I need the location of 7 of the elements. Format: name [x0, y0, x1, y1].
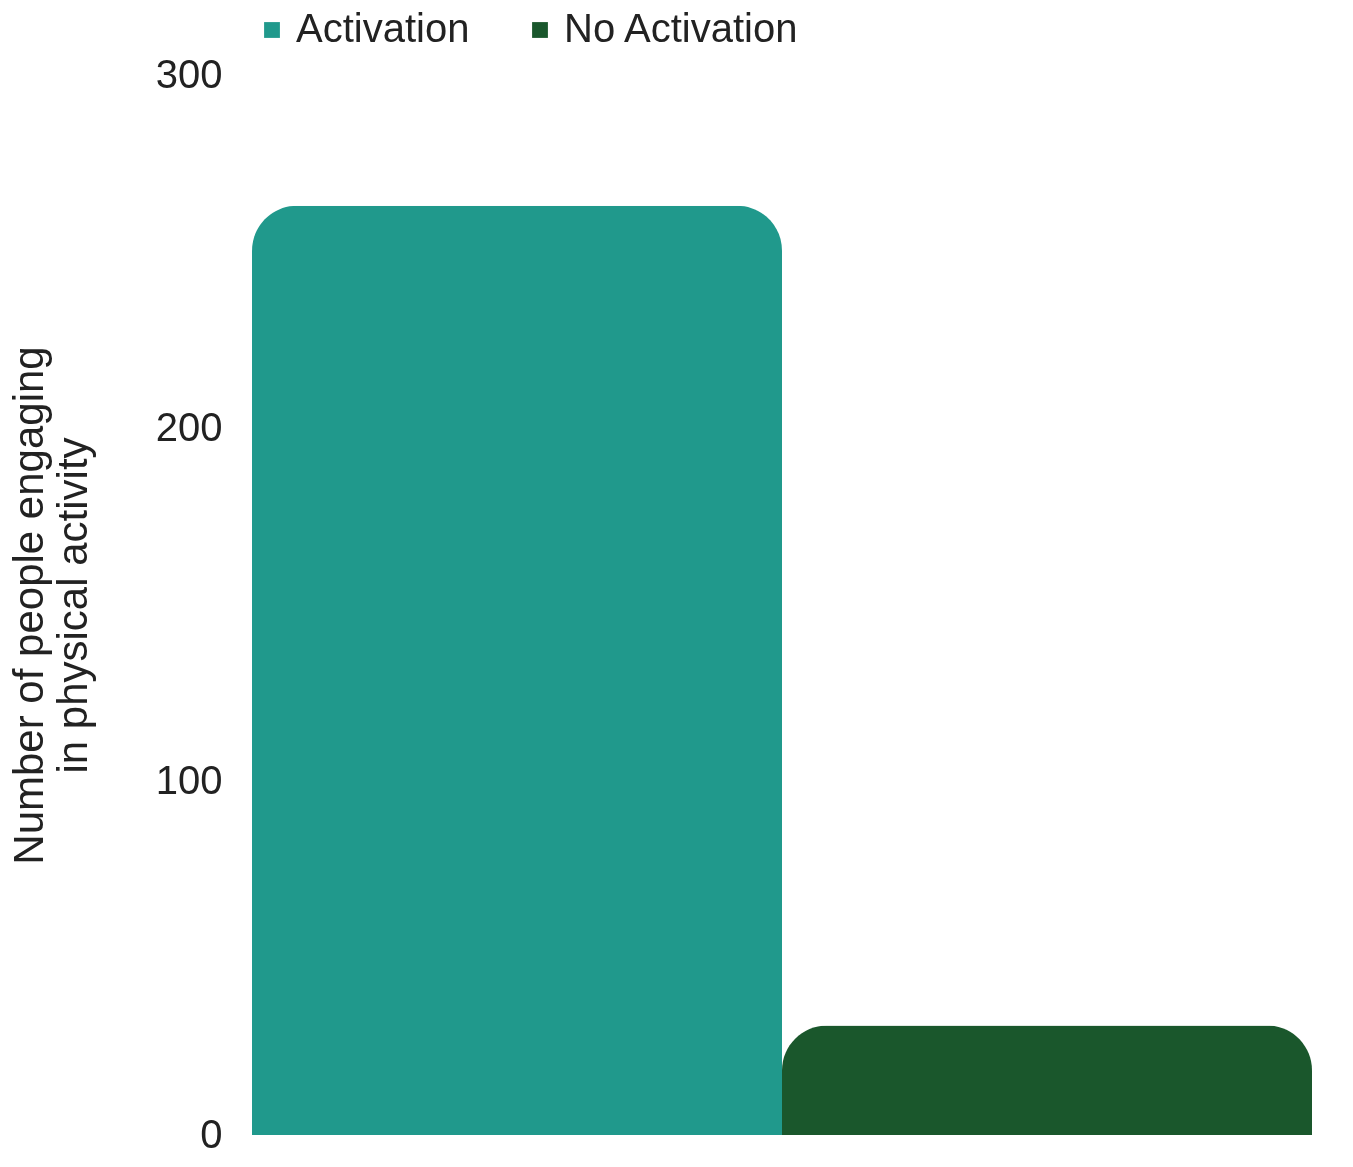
- legend-label: No Activation: [564, 6, 798, 50]
- y-tick-label: 0: [200, 1111, 223, 1156]
- y-tick-label: 300: [155, 51, 223, 96]
- y-tick-label: 200: [155, 404, 223, 449]
- y-axis-title: Number of people engaging in physical activity: [4, 346, 96, 865]
- y-tick-label: 100: [155, 758, 223, 803]
- legend-label: Activation: [296, 6, 470, 50]
